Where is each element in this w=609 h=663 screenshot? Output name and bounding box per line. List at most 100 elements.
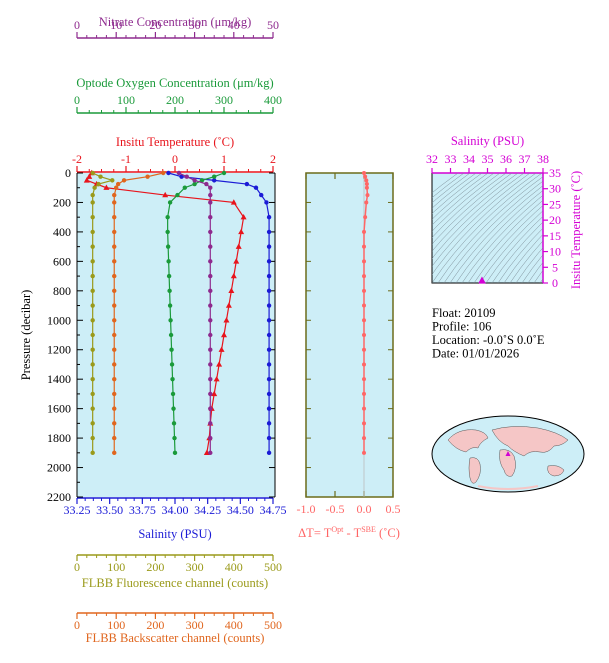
pressure-tick-label: 1000 [47,313,71,327]
map-land-australia [547,465,565,477]
ts-salinity-tick-label: 32 [426,152,438,166]
map-land-antarctica [477,485,539,490]
fluorescence-point [90,362,95,367]
fluorescence-point [90,435,95,441]
fluorescence-point [96,181,101,187]
profile-plot-area [77,173,275,497]
ts-density-contour [503,233,543,283]
temperature-point [86,173,93,179]
backscatter-point [112,362,117,367]
oxygen-point [165,244,171,249]
salinity-point [266,362,272,367]
delta-t-tick-label: -0.5 [326,502,345,516]
nitrate-point [208,214,213,220]
pressure-tick-label: 1200 [47,343,71,357]
ts-density-contour [432,173,537,275]
temperature-point [213,375,220,382]
delta-t-point [362,436,366,441]
oxygen-point [175,192,180,198]
fluorescence-tick-label: 0 [74,560,80,574]
oxygen-tick-label: 400 [264,93,282,107]
fluorescence-point [90,229,95,235]
ts-salinity-tick-label: 38 [537,152,549,166]
series-layer [83,169,272,456]
salinity-point [266,244,272,249]
backscatter-point [145,174,150,179]
temperature-tick-label: -1 [121,152,131,166]
ts-temperature-axis-label: Insitu Temperature (˚C) [569,171,583,289]
ts-density-contour [467,199,543,283]
delta-t-point [362,391,366,396]
salinity-point [266,421,272,426]
temperature-point [225,302,232,308]
temperature-point [103,184,110,190]
salinity-tick-label: 34.75 [260,503,287,517]
delta-t-point [362,421,366,426]
pressure-tick-label: 1600 [47,402,71,416]
delta-t-series-layer [362,171,370,455]
ts-density-contour [432,173,507,238]
salinity-point [253,185,259,190]
date-text: Date: 01/01/2026 [432,347,519,361]
oxygen-point [166,259,171,264]
ts-density-contour [432,173,483,214]
ts-density-contour [432,173,495,226]
oxygen-tick-label: 300 [215,93,233,107]
oxygen-point [168,318,173,323]
nitrate-point [184,174,189,179]
temperature-point [218,346,225,352]
temperature-point [235,243,242,249]
backscatter-point [112,450,117,456]
float-id-text: Float: 20109 [432,306,496,320]
ts-salinity-tick-label: 37 [519,152,531,166]
backscatter-point [112,332,117,338]
delta-t-point [365,193,370,198]
delta-t-axis-label: ΔT= TOpt - TSBE (˚C) [298,525,400,540]
backscatter-axis-label: FLBB Backscatter channel (counts) [86,631,265,645]
backscatter-tick-label: 200 [146,618,164,632]
oxygen-point [167,303,173,308]
delta-t-label-end: (˚C) [376,526,400,540]
oxygen-point [167,288,172,294]
map-land-africa [499,449,516,477]
delta-t-label-main: ΔT= T [298,526,332,540]
nitrate-point [192,178,197,183]
fluorescence-point [98,174,103,179]
fluorescence-point [90,244,95,249]
map-land-south-america [468,457,481,484]
backscatter-point [115,181,121,187]
fluorescence-point [90,347,95,352]
fluorescence-axis-label: FLBB Fluorescence channel (counts) [82,576,268,590]
ts-density-contour [432,173,459,194]
fluorescence-tick-label: 500 [264,560,282,574]
fluorescence-point [90,450,95,456]
temperature-tick-label: 1 [221,152,227,166]
oxygen-point [172,450,178,456]
ts-density-contour [455,190,543,283]
world-map [431,415,585,493]
pressure-tick-label: 200 [53,195,71,209]
ts-temperature-tick-label: 15 [549,229,561,243]
salinity-point [266,318,272,323]
salinity-point [266,435,272,441]
ts-point [478,277,486,284]
oxygen-point [170,376,175,382]
nitrate-point [208,421,213,426]
temperature-point [233,258,240,264]
ts-density-contour [497,227,543,283]
temperature-point [230,272,237,279]
ts-density-contour [515,247,543,283]
ts-temperature-tick-label: 5 [552,260,558,274]
salinity-point [264,200,269,205]
ts-density-contour [521,254,543,283]
nitrate-point [176,170,182,176]
ts-density-contours [432,173,543,283]
delta-t-point [362,318,366,323]
salinity-tick-label: 34.50 [227,503,254,517]
fluorescence-point [90,214,95,220]
backscatter-tick-label: 0 [74,618,80,632]
backscatter-point [112,391,117,397]
nitrate-tick-label: 30 [189,18,201,32]
delta-t-point [363,215,368,220]
delta-t-point [362,171,366,175]
